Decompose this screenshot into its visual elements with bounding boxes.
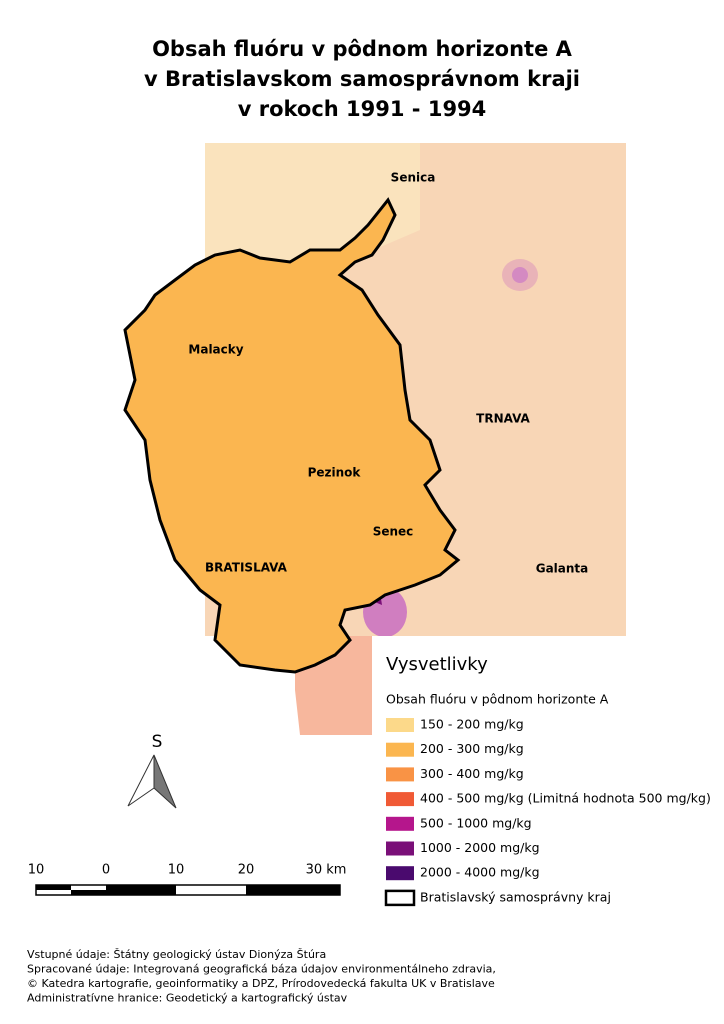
legend-subtitle: Obsah fluóru v pôdnom horizonte A — [386, 692, 609, 707]
legend-label: 400 - 500 mg/kg (Limitná hodnota 500 mg/… — [420, 791, 711, 806]
scale-bar: 10 0 10 20 30 km — [28, 863, 347, 896]
legend-swatch — [386, 841, 414, 856]
arrow-right — [153, 754, 177, 809]
north-arrow: S — [127, 732, 177, 809]
credits: Vstupné údaje: Štátny geologický ústav D… — [27, 948, 496, 1005]
title-line: Obsah fluóru v pôdnom horizonte A — [152, 37, 573, 61]
legend-swatch — [386, 816, 414, 831]
title: Obsah fluóru v pôdnom horizonte A v Brat… — [144, 37, 580, 121]
legend-label: 2000 - 4000 mg/kg — [420, 865, 540, 880]
scale-label: 0 — [102, 863, 110, 878]
scale-seg — [36, 885, 71, 890]
legend-swatch — [386, 718, 414, 732]
legend-label: 200 - 300 mg/kg — [420, 741, 524, 756]
legend-swatch — [386, 792, 414, 807]
legend-label: Bratislavský samosprávny kraj — [420, 889, 611, 904]
legend: Vysvetlivky Obsah fluóru v pôdnom horizo… — [384, 654, 711, 907]
legend-outline-swatch — [384, 889, 416, 907]
credit-line: Vstupné údaje: Štátny geologický ústav D… — [27, 948, 326, 961]
title-line: v Bratislavskom samosprávnom kraji — [144, 67, 580, 91]
hotspot — [512, 267, 528, 283]
place-label: Senica — [391, 171, 436, 185]
scale-seg — [106, 885, 176, 895]
place-label: Galanta — [536, 562, 589, 576]
arrow-left — [127, 754, 155, 807]
place-label: Malacky — [188, 343, 243, 357]
credit-line: © Katedra kartografie, geoinformatiky a … — [27, 977, 495, 990]
place-label: Senec — [373, 525, 414, 539]
legend-box — [372, 636, 626, 936]
legend-label: 300 - 400 mg/kg — [420, 766, 524, 781]
scale-label: 10 — [168, 863, 185, 878]
credit-line: Spracované údaje: Integrovaná geografick… — [27, 963, 496, 976]
scale-label: 30 km — [306, 863, 347, 878]
legend-title: Vysvetlivky — [386, 654, 488, 675]
place-label: Pezinok — [308, 466, 362, 480]
legend-swatch — [386, 742, 414, 757]
legend-swatch — [386, 767, 414, 782]
map: Senica Malacky TRNAVA Pezinok Senec BRAT… — [123, 143, 626, 735]
credit-line: Administratívne hranice: Geodetický a ka… — [27, 992, 348, 1005]
north-label: S — [152, 732, 163, 752]
scale-seg — [246, 885, 340, 895]
place-label: TRNAVA — [476, 412, 530, 426]
legend-label: 150 - 200 mg/kg — [420, 717, 524, 732]
legend-swatch — [386, 866, 414, 881]
scale-label: 20 — [238, 863, 255, 878]
place-label: BRATISLAVA — [205, 561, 288, 575]
legend-label: 1000 - 2000 mg/kg — [420, 840, 540, 855]
legend-label: 500 - 1000 mg/kg — [420, 815, 532, 830]
scale-seg — [71, 890, 106, 895]
title-line: v rokoch 1991 - 1994 — [238, 97, 487, 121]
scale-label: 10 — [28, 863, 45, 878]
